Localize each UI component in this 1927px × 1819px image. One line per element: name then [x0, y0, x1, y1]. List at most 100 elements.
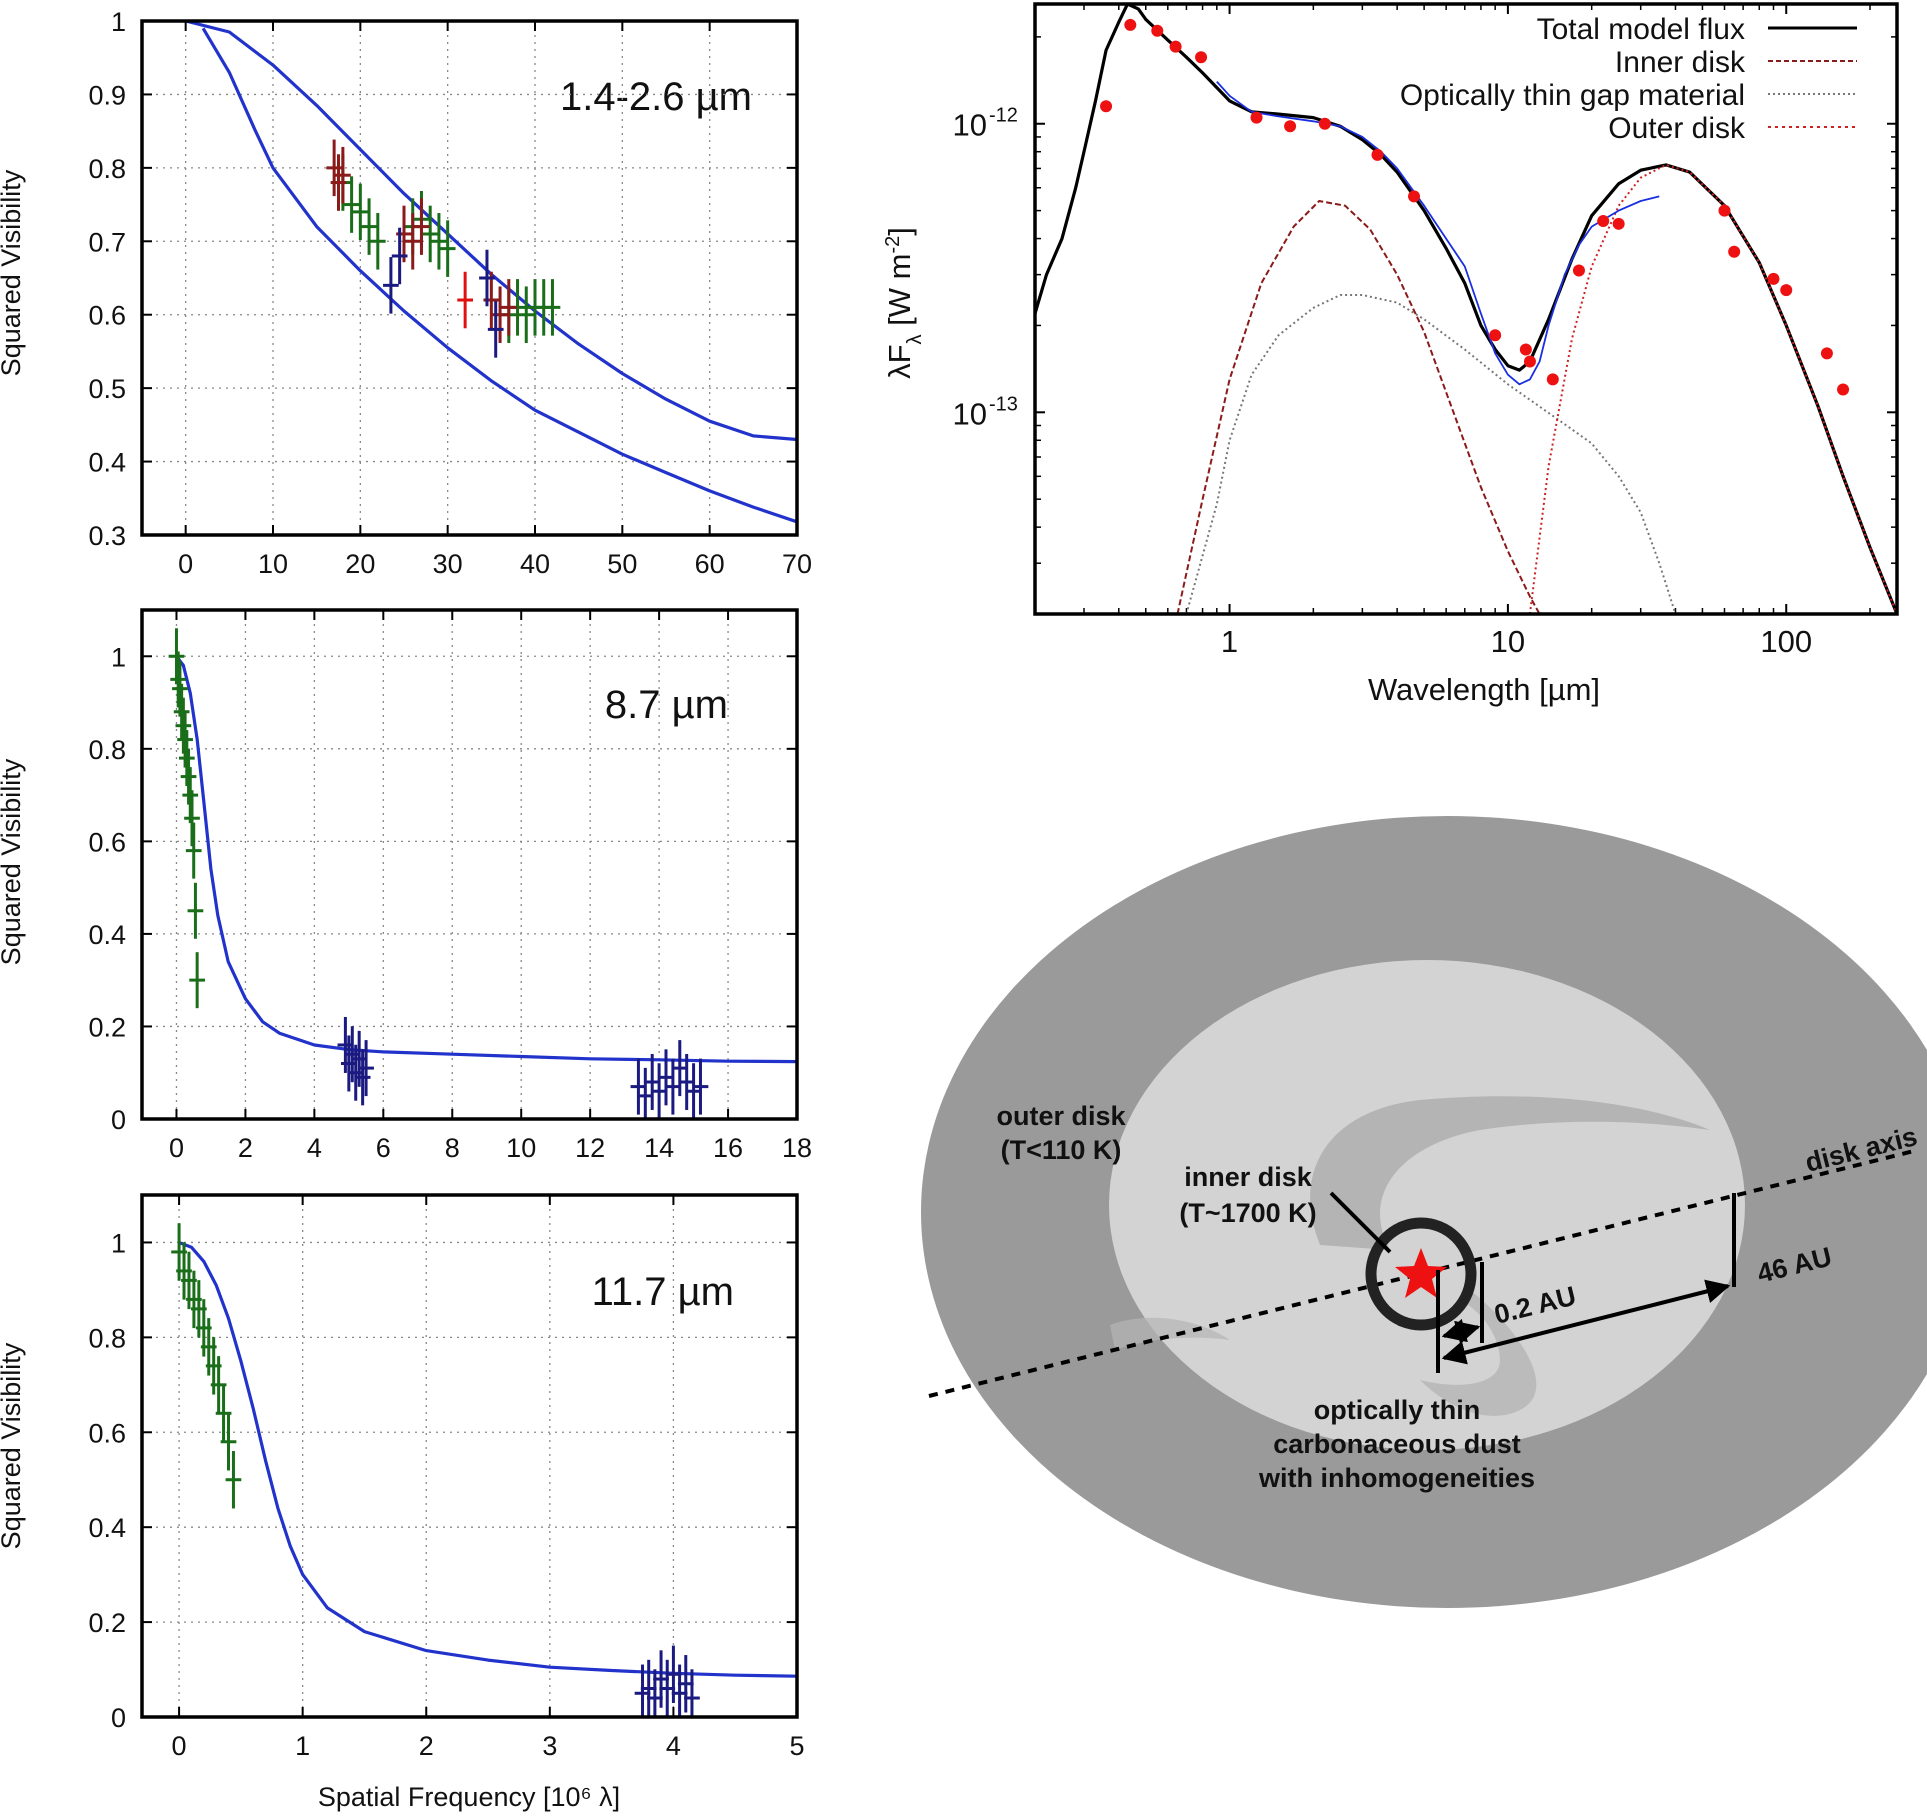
series-photometry-point — [1195, 51, 1208, 64]
series-navy-point — [479, 249, 495, 307]
arrow-46au — [1441, 1279, 1731, 1365]
series-navy-point — [391, 227, 408, 285]
y-tick-label: 1 — [111, 642, 126, 672]
y-tick-label: 10 — [953, 108, 987, 143]
x-tick-label: 20 — [345, 549, 375, 579]
series-navy-point — [671, 1040, 688, 1097]
series-green-point — [369, 213, 386, 270]
spiral-arm-left — [1110, 1317, 1230, 1350]
series-inner-disk — [1176, 200, 1541, 614]
plot-frame-vis_87 — [140, 608, 799, 1121]
x-tick-label: 16 — [713, 1133, 743, 1163]
series-photometry-point — [1728, 245, 1741, 258]
panel-sed: Wavelength [µm] λFλ [W m-2] Total model … — [882, 2, 1899, 707]
spiral-arm-upper — [1310, 1096, 1710, 1250]
series-navy-point — [678, 1053, 695, 1110]
panel-visibility-nir: 1.4-2.6 µm Squared Visibility 0 10 20 30 40 5… — [0, 7, 812, 579]
series-green-point — [173, 683, 190, 740]
x-tick-label: 70 — [782, 549, 812, 579]
series-darkred-point — [335, 146, 351, 204]
x-tick-label: 100 — [1760, 624, 1812, 659]
sed-ylabel: λFλ [W m-2] — [882, 227, 926, 379]
x-tick-label: 5 — [789, 1731, 804, 1761]
series-green-point — [518, 286, 535, 343]
x-tick-label: 18 — [782, 1133, 812, 1163]
series-navy-point — [692, 1058, 709, 1115]
outer-disk-label: outer disk — [996, 1101, 1126, 1131]
series-green-point — [361, 198, 377, 255]
plot-frame-sed — [1033, 2, 1899, 616]
x-tick-label: 0 — [169, 1133, 184, 1163]
x-tick-label: 2 — [419, 1731, 434, 1761]
series-photometry-point — [1284, 120, 1297, 133]
series-photometry-point — [1780, 284, 1793, 297]
y-tick-label: 1 — [111, 1228, 126, 1258]
x-tick-label: 2 — [238, 1133, 253, 1163]
x-tick-label: 12 — [575, 1133, 605, 1163]
x-tick-label: 8 — [445, 1133, 460, 1163]
y-tick-label-exp: -12 — [989, 105, 1018, 127]
x-tick-label: 14 — [644, 1133, 674, 1163]
series-model — [178, 1241, 797, 1678]
mir117-xlabel: Spatial Frequency [10⁶ λ] — [318, 1782, 620, 1812]
series-photometry-point — [1151, 24, 1164, 37]
series-photometry-point — [1523, 355, 1536, 368]
nir-title: 1.4-2.6 µm — [560, 75, 752, 119]
y-tick-label: 0.9 — [88, 80, 126, 110]
x-tick-label: 10 — [1491, 624, 1525, 659]
series-green-point — [439, 220, 456, 277]
star-icon — [1395, 1248, 1447, 1298]
inner-disk-ring — [1365, 1217, 1477, 1331]
series-photometry-point — [1169, 40, 1182, 53]
series-photometry-point — [1371, 148, 1384, 161]
x-tick-label: 3 — [542, 1731, 557, 1761]
series-navy-point — [684, 1669, 700, 1717]
gap-label-2: carbonaceous dust — [1273, 1429, 1521, 1459]
series-photometry-point — [1519, 343, 1532, 356]
series-green-point — [182, 767, 199, 824]
series-photometry-point — [1612, 217, 1625, 230]
y-tick-label: 0.6 — [88, 827, 126, 857]
y-tick-label: 0.4 — [88, 448, 126, 478]
legend-label-total: Total model flux — [1537, 13, 1745, 46]
series-navy-point — [630, 1058, 647, 1115]
series-green-point — [189, 952, 206, 1009]
y-tick-label-exp: -13 — [989, 393, 1018, 415]
series-navy-point — [637, 1067, 654, 1119]
series-green-point — [175, 697, 192, 754]
inner-disk-temp: (T~1700 K) — [1179, 1198, 1316, 1228]
x-tick-label: 10 — [258, 549, 288, 579]
sed-legend: Total model flux Inner disk Optically th… — [1400, 13, 1857, 145]
series-green-point — [170, 651, 187, 708]
y-tick-label: 0.8 — [88, 735, 126, 765]
mir117-ylabel: Squared Visibility — [0, 1342, 26, 1549]
panel-visibility-8-7: 8.7 µm Squared Visibility 0 2 4 6 8 10 12 14 16 1… — [0, 608, 812, 1163]
y-tick-label: 0.2 — [88, 1012, 126, 1042]
series-photometry-point — [1408, 190, 1421, 203]
x-tick-label: 0 — [178, 549, 193, 579]
series-green-point — [431, 213, 447, 270]
series-navy-point — [651, 1063, 667, 1119]
gap-label-1: optically thin — [1314, 1395, 1481, 1425]
mir117-title: 11.7 µm — [592, 1270, 734, 1314]
series-green-point — [422, 205, 439, 263]
spiral-arm-lower — [1420, 1290, 1537, 1416]
plot-frame-vis_117 — [140, 1193, 799, 1719]
y-tick-label: 0.8 — [88, 1323, 126, 1353]
series-photometry-point — [1718, 204, 1731, 217]
y-tick-label: 0 — [111, 1703, 126, 1733]
series-navy-point — [347, 1044, 364, 1101]
series-green-point — [168, 628, 185, 685]
series-green-point — [343, 176, 360, 233]
gap-label-3: with inhomogeneities — [1258, 1463, 1535, 1493]
plot-frame-vis_nir — [140, 19, 799, 537]
series-photometry-point — [1767, 272, 1780, 285]
x-tick-label: 40 — [520, 549, 550, 579]
mir87-ylabel: Squared Visibility — [0, 758, 26, 965]
x-tick-label: 4 — [307, 1133, 322, 1163]
plot-area-sed — [1035, 4, 1897, 614]
series-photometry-point — [1124, 18, 1137, 31]
series-navy-point — [354, 1049, 371, 1106]
series-optically-thin-gap-material — [1185, 294, 1677, 614]
